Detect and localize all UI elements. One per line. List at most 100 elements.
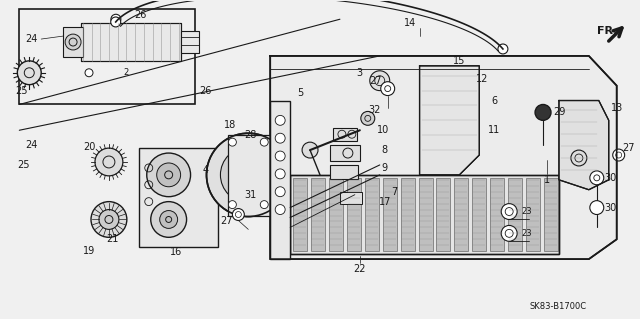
Bar <box>81 23 180 61</box>
Circle shape <box>85 69 93 77</box>
Text: 3: 3 <box>356 68 363 78</box>
Circle shape <box>275 133 285 143</box>
Text: 26: 26 <box>199 85 212 96</box>
Circle shape <box>207 133 290 217</box>
Bar <box>290 175 559 254</box>
Text: 8: 8 <box>381 145 388 155</box>
Circle shape <box>220 147 276 203</box>
Text: FR.: FR. <box>596 26 617 36</box>
Circle shape <box>275 187 285 197</box>
Circle shape <box>501 204 517 219</box>
Text: 19: 19 <box>83 246 95 256</box>
Text: 25: 25 <box>15 85 28 96</box>
Text: 32: 32 <box>369 106 381 115</box>
Bar <box>139 148 218 247</box>
Circle shape <box>275 115 285 125</box>
Text: 23: 23 <box>522 229 532 238</box>
Bar <box>329 178 343 251</box>
Bar <box>330 145 360 161</box>
Text: 20: 20 <box>83 142 95 152</box>
Polygon shape <box>559 100 609 190</box>
Text: 27: 27 <box>220 217 233 226</box>
Bar <box>347 178 361 251</box>
Bar <box>383 178 397 251</box>
Circle shape <box>111 14 121 24</box>
Text: 27: 27 <box>369 76 382 86</box>
Bar <box>490 178 504 251</box>
Text: 11: 11 <box>488 125 500 135</box>
Circle shape <box>501 226 517 241</box>
Polygon shape <box>420 66 479 175</box>
Circle shape <box>65 34 81 50</box>
Text: 9: 9 <box>381 163 388 173</box>
Circle shape <box>91 202 127 237</box>
Circle shape <box>232 209 244 220</box>
Text: 28: 28 <box>244 130 257 140</box>
Circle shape <box>275 169 285 179</box>
Text: 30: 30 <box>605 203 617 212</box>
Text: SK83-B1700C: SK83-B1700C <box>529 302 586 311</box>
Bar <box>290 175 559 254</box>
Circle shape <box>361 111 375 125</box>
Bar <box>293 178 307 251</box>
Text: 31: 31 <box>244 190 257 200</box>
Circle shape <box>147 153 191 197</box>
Text: 23: 23 <box>522 207 532 216</box>
Bar <box>228 135 270 217</box>
Circle shape <box>228 201 236 209</box>
Text: 24: 24 <box>25 140 38 150</box>
Circle shape <box>275 204 285 214</box>
Circle shape <box>260 138 268 146</box>
Circle shape <box>17 61 41 85</box>
Text: 21: 21 <box>107 234 119 244</box>
Bar <box>311 178 325 251</box>
Circle shape <box>238 165 259 185</box>
Circle shape <box>99 210 119 229</box>
Circle shape <box>260 201 268 209</box>
Circle shape <box>160 211 178 228</box>
Circle shape <box>571 150 587 166</box>
Circle shape <box>381 82 395 96</box>
Text: 7: 7 <box>392 187 398 197</box>
Text: 17: 17 <box>378 197 391 207</box>
Text: 30: 30 <box>605 173 617 183</box>
Text: 27: 27 <box>623 143 635 153</box>
Bar <box>526 178 540 251</box>
Circle shape <box>111 17 121 27</box>
Text: 24: 24 <box>25 34 38 44</box>
Bar <box>19 9 195 105</box>
Bar <box>472 178 486 251</box>
Bar <box>401 178 415 251</box>
Bar <box>544 178 558 251</box>
Bar <box>333 128 357 141</box>
Text: 29: 29 <box>553 108 565 117</box>
Polygon shape <box>270 56 617 259</box>
Text: 10: 10 <box>376 125 389 135</box>
Circle shape <box>612 149 625 161</box>
Text: 18: 18 <box>224 120 237 130</box>
Text: 16: 16 <box>170 247 182 257</box>
Circle shape <box>370 71 390 91</box>
Circle shape <box>590 171 604 185</box>
Bar <box>436 178 451 251</box>
Bar <box>508 178 522 251</box>
Text: 15: 15 <box>453 56 465 66</box>
Bar <box>63 27 83 57</box>
Circle shape <box>151 202 187 237</box>
Circle shape <box>498 44 508 54</box>
Circle shape <box>590 201 604 214</box>
Text: 2: 2 <box>124 68 129 77</box>
Circle shape <box>228 138 236 146</box>
Text: 22: 22 <box>353 264 366 274</box>
Text: 4: 4 <box>202 165 209 175</box>
Bar <box>180 31 198 53</box>
Text: 25: 25 <box>17 160 29 170</box>
Bar <box>340 192 362 204</box>
Text: 5: 5 <box>297 88 303 98</box>
Bar <box>330 165 358 179</box>
Circle shape <box>302 142 318 158</box>
Text: 14: 14 <box>403 18 416 28</box>
Circle shape <box>535 105 551 120</box>
Bar <box>454 178 468 251</box>
Bar <box>365 178 379 251</box>
